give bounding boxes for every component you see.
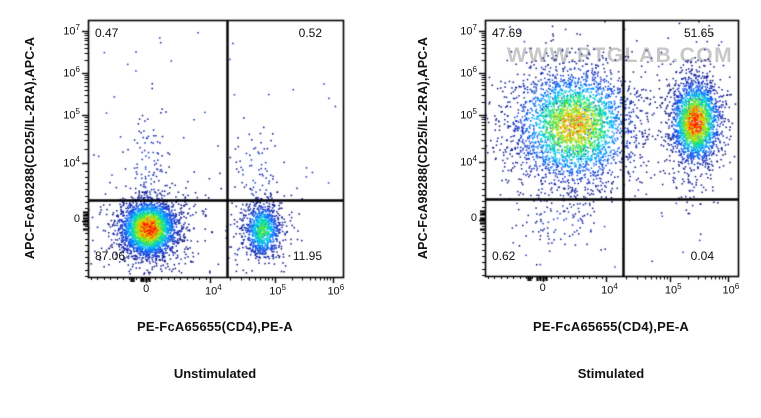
quadrant-pct-bottom-right: 0.04 [690, 249, 714, 263]
panel-caption-stimulated: Stimulated [577, 366, 645, 381]
y-tick-label: 106 [63, 64, 80, 80]
y-tick-label: 107 [63, 23, 80, 38]
x-tick-label: 0 [539, 282, 546, 294]
y-axis-title: APC-FcA98288(CD25/IL-2RA),APC-A [23, 36, 37, 260]
y-tick-label: 104 [460, 154, 477, 169]
panel-caption-unstimulated: Unstimulated [173, 366, 257, 381]
x-tick-label: 104 [205, 283, 222, 298]
x-tick-label: 105 [664, 282, 682, 297]
x-axis-title: PE-FcA65655(CD4),PE-A [533, 319, 689, 334]
y-tick-label: 0 [73, 212, 80, 225]
y-tick-label: 106 [460, 64, 477, 80]
quadrant-pct-top-left: 47.69 [492, 26, 523, 40]
y-axis-title: APC-FcA98288(CD25/IL-2RA),APC-A [416, 36, 430, 260]
quadrant-pct-bottom-right: 11.95 [292, 249, 322, 263]
y-tick-label: 104 [63, 154, 80, 170]
x-tick-label: 106 [722, 282, 740, 297]
x-tick-label: 104 [601, 282, 618, 297]
y-tick-label: 0 [470, 212, 477, 225]
y-tick-label: 105 [460, 106, 477, 122]
x-tick-label: 105 [269, 283, 286, 298]
x-tick-label: 106 [327, 283, 345, 298]
quadrant-pct-top-left: 0.47 [95, 26, 119, 40]
quadrant-pct-bottom-left: 87.06 [95, 249, 126, 263]
quadrant-pct-bottom-left: 0.62 [492, 249, 516, 263]
x-tick-label: 0 [143, 283, 150, 295]
y-tick-label: 105 [63, 107, 80, 122]
y-tick-label: 107 [460, 23, 477, 38]
x-axis-title: PE-FcA65655(CD4),PE-A [137, 319, 293, 334]
quadrant-pct-top-right: 51.65 [683, 26, 714, 40]
quadrant-pct-top-right: 0.52 [298, 26, 322, 40]
